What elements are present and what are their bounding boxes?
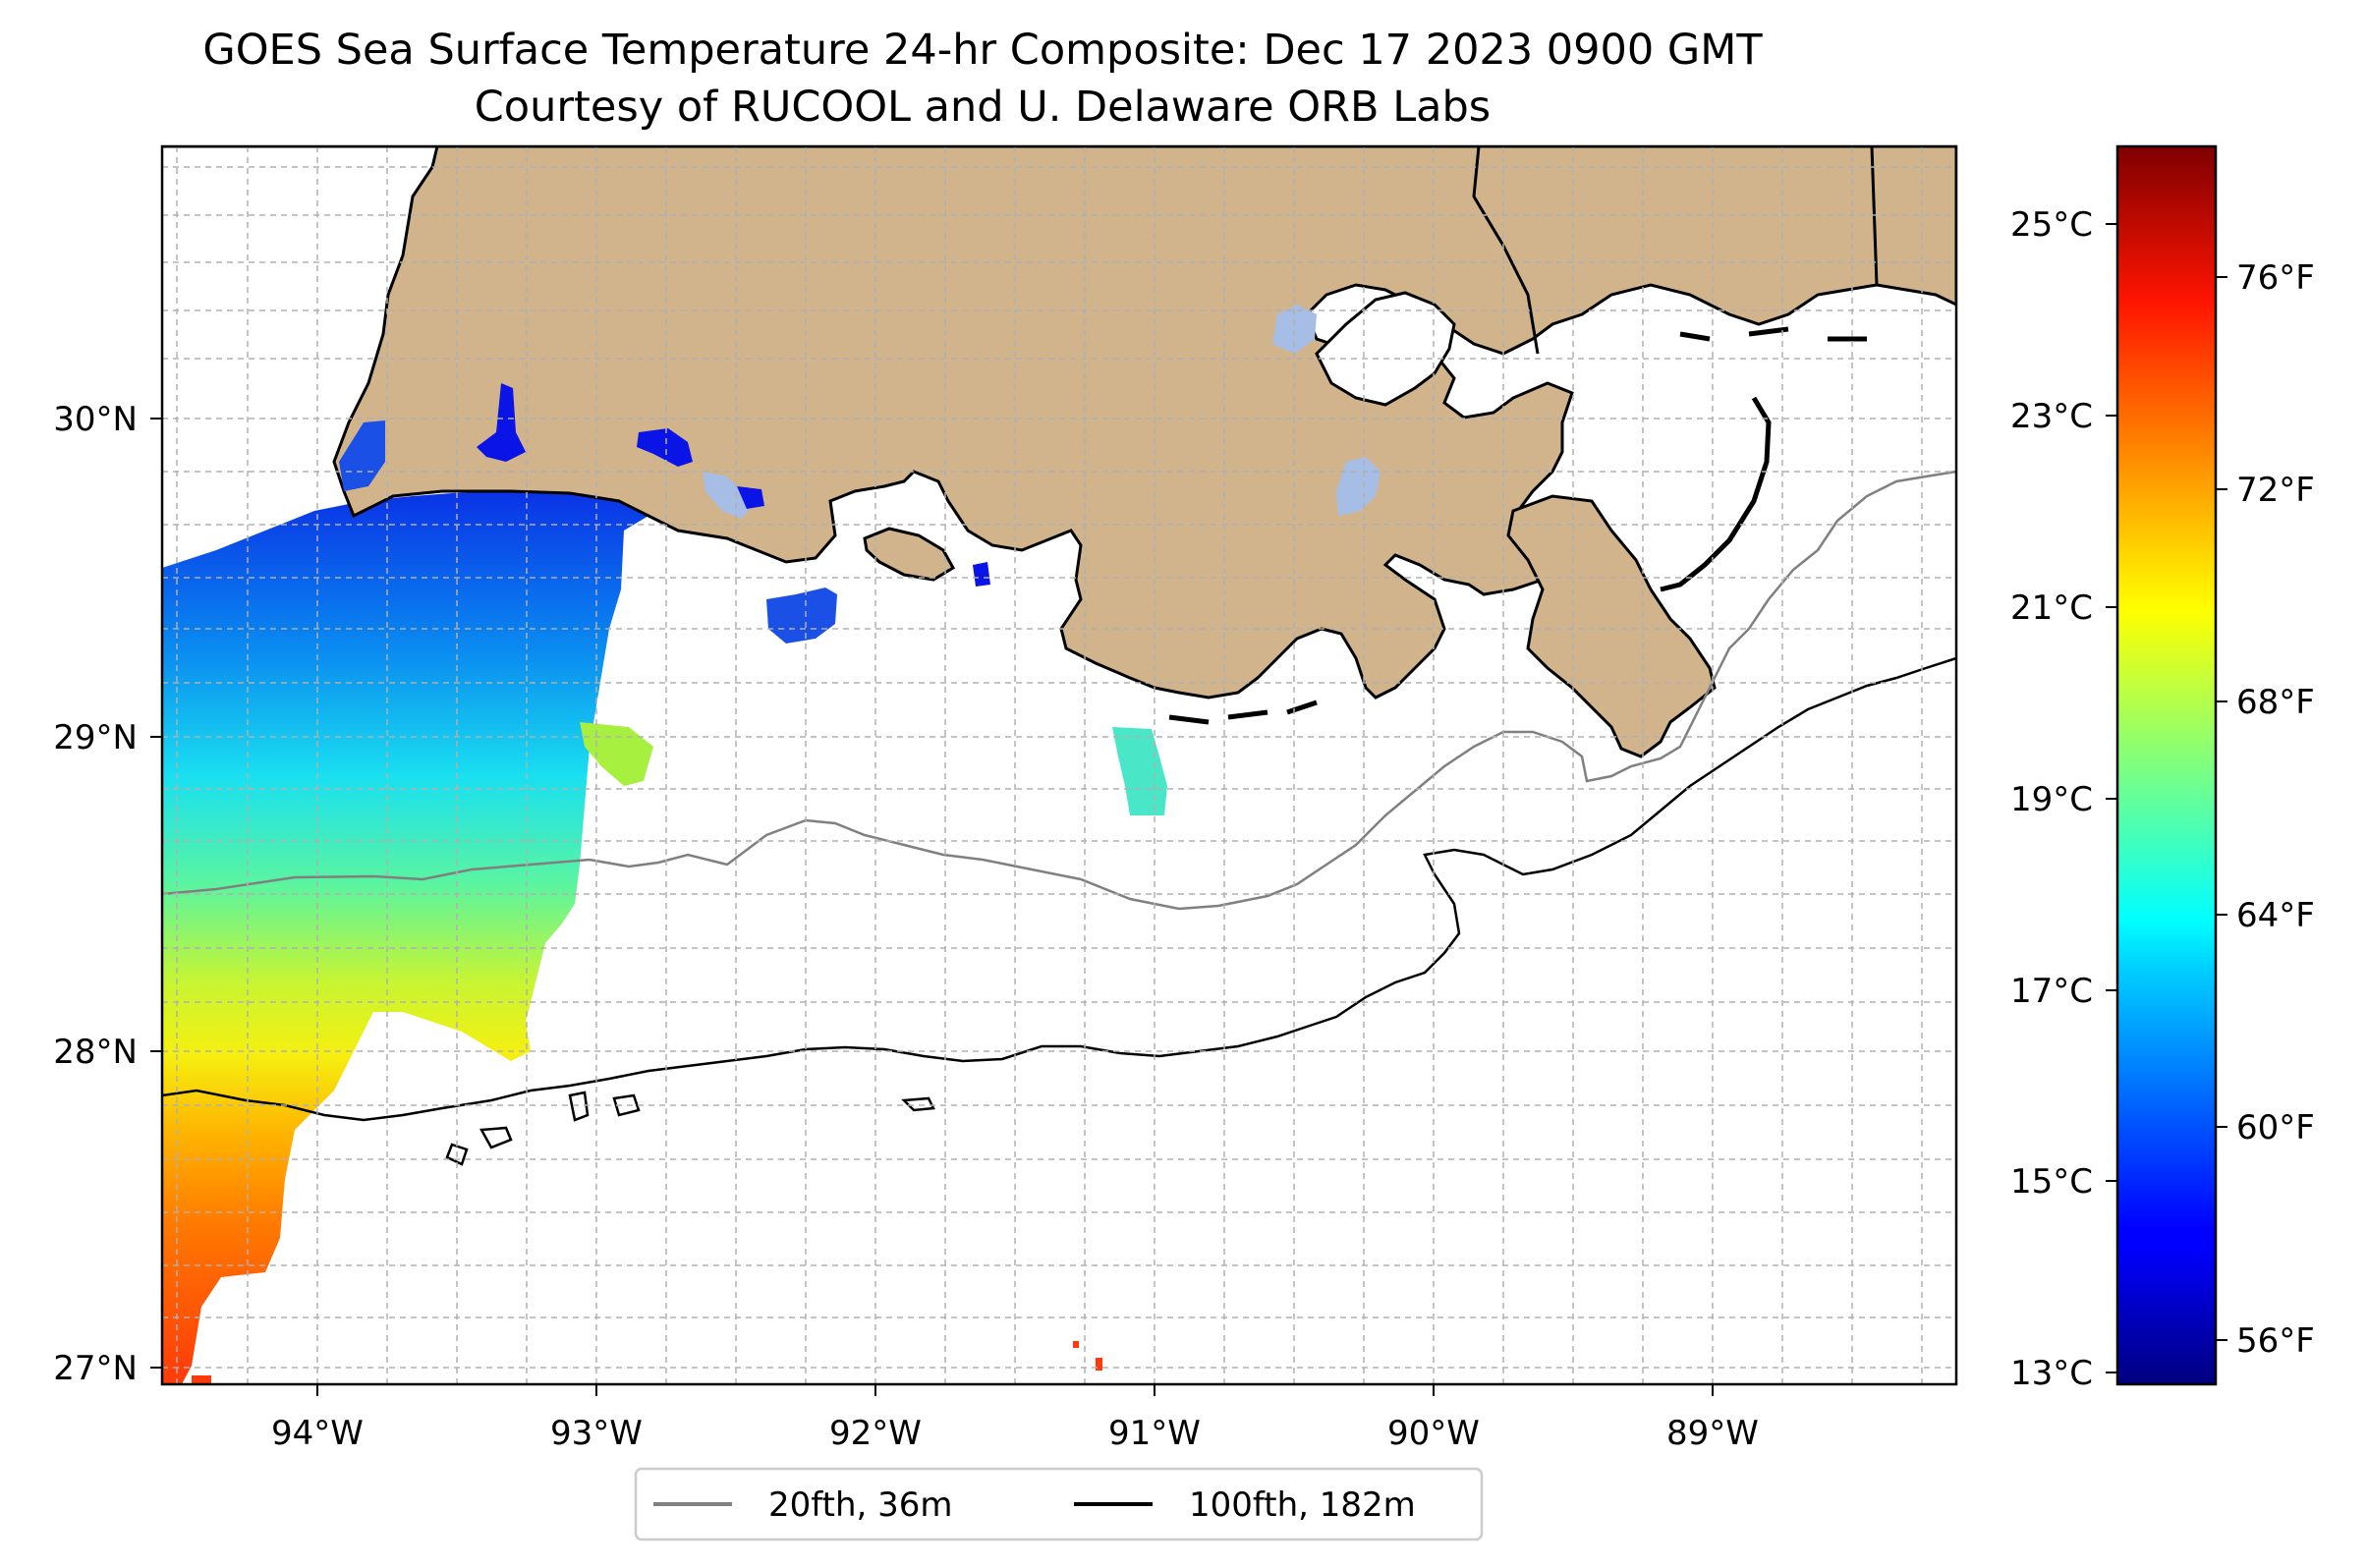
legend: 20fth, 36m 100fth, 182m xyxy=(634,1467,1484,1541)
colorbar-tick-68f: 68°F xyxy=(2236,683,2315,722)
lat-tick-29: 29°N xyxy=(53,718,138,757)
lat-tick-27: 27°N xyxy=(53,1349,138,1388)
sst-patch-red-2 xyxy=(1096,1358,1102,1371)
lat-tick-28: 28°N xyxy=(53,1033,138,1072)
lake-grand xyxy=(477,383,526,462)
gridlines xyxy=(162,146,1956,1384)
map-frame xyxy=(160,144,1958,1386)
lat-tick-30: 30°N xyxy=(53,400,138,439)
marsh-island xyxy=(863,527,956,582)
sst-patch-cyan xyxy=(1112,727,1167,815)
sst-patch-green xyxy=(580,722,653,786)
lon-tick-89: 89°W xyxy=(1666,1414,1759,1453)
map-panel: 30°N 29°N 28°N 27°N 94°W 93°W 92°W 91°W … xyxy=(53,144,1958,1453)
chandeleur-islands xyxy=(1660,396,1772,592)
contour-20fth xyxy=(162,470,1956,911)
barrier-island-2 xyxy=(1168,700,1318,725)
colorbar-tick-64f: 64°F xyxy=(2236,896,2315,935)
lake-marsh-1 xyxy=(1272,305,1317,354)
lon-tick-91: 91°W xyxy=(1108,1414,1201,1453)
colorbar-gradient xyxy=(2115,144,2218,1386)
colorbar-tick-25c: 25°C xyxy=(2010,205,2093,245)
mississippi-delta xyxy=(1506,494,1717,758)
colorbar-tick-13c: 13°C xyxy=(2010,1354,2093,1393)
sst-patch-red-1 xyxy=(1073,1341,1079,1348)
lake-vermilion-blue xyxy=(737,486,764,509)
title-line-2: Courtesy of RUCOOL and U. Delaware ORB L… xyxy=(474,83,1492,132)
colorbar-tick-21c: 21°C xyxy=(2010,588,2093,628)
lon-tick-92: 92°W xyxy=(829,1414,922,1453)
colorbar-tick-15c: 15°C xyxy=(2010,1162,2093,1202)
lake-calcasieu xyxy=(339,420,385,491)
barrier-island-1 xyxy=(1679,326,1867,342)
colorbar: 25°C 23°C 21°C 19°C 17°C 15°C 13°C 76°F … xyxy=(2010,144,2315,1393)
sst-patch-blue-2 xyxy=(973,562,990,587)
colorbar-tick-19c: 19°C xyxy=(2010,780,2093,819)
lake-pontchartrain xyxy=(1315,291,1456,407)
legend-label-20fth: 20fth, 36m xyxy=(768,1485,953,1525)
contour-100fth xyxy=(162,656,1956,1122)
axis-tick-marks xyxy=(150,418,1714,1396)
colorbar-tick-56f: 56°F xyxy=(2236,1321,2315,1361)
lake-vermilion xyxy=(703,472,752,519)
colorbar-tick-23c: 23°C xyxy=(2010,397,2093,436)
sst-data-region xyxy=(162,491,648,1384)
colorbar-tick-17c: 17°C xyxy=(2010,972,2093,1011)
colorbar-tick-60f: 60°F xyxy=(2236,1108,2315,1148)
legend-label-100fth: 100fth, 182m xyxy=(1189,1485,1416,1525)
title-line-1: GOES Sea Surface Temperature 24-hr Compo… xyxy=(202,26,1763,75)
colorbar-tick-76f: 76°F xyxy=(2236,258,2315,298)
lon-tick-93: 93°W xyxy=(550,1414,643,1453)
lon-tick-94: 94°W xyxy=(271,1414,364,1453)
legend-box xyxy=(634,1467,1484,1541)
contour-100fth-islands xyxy=(445,1091,935,1166)
map-title: GOES Sea Surface Temperature 24-hr Compo… xyxy=(0,22,1965,136)
lake-marsh-2 xyxy=(1336,457,1381,516)
colorbar-tick-72f: 72°F xyxy=(2236,471,2315,510)
lake-white xyxy=(637,428,693,467)
sst-patch-red-3 xyxy=(192,1375,211,1384)
lon-tick-90: 90°W xyxy=(1387,1414,1480,1453)
